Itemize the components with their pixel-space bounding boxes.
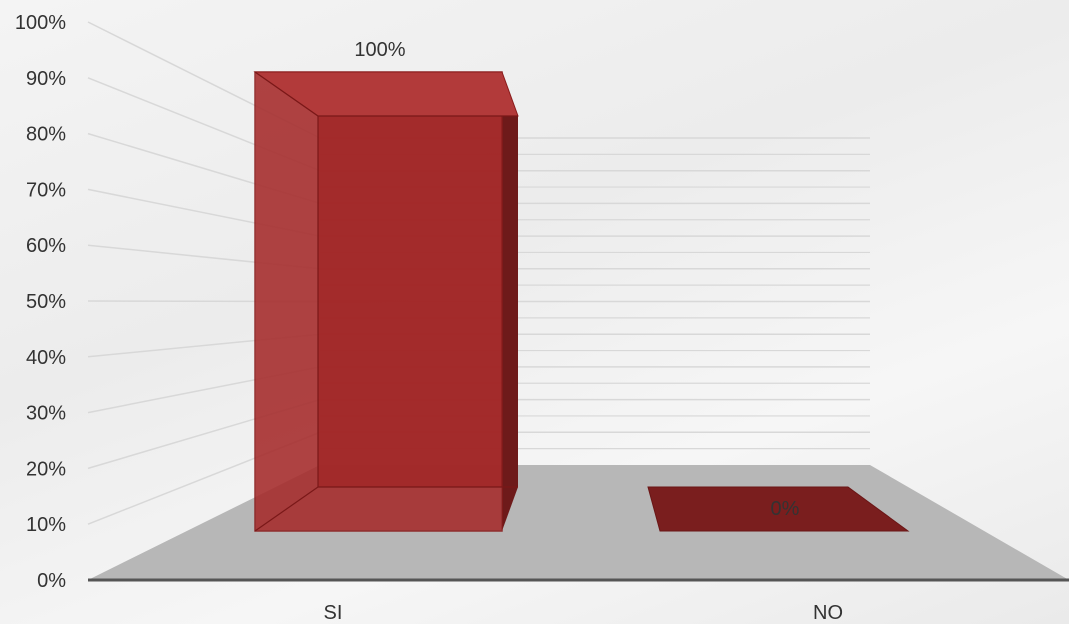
y-tick-label: 20% xyxy=(26,458,66,480)
x-category-label-si: SI xyxy=(324,602,343,624)
y-tick-label: 40% xyxy=(26,347,66,369)
y-tick-label: 50% xyxy=(26,291,66,313)
floor-plane xyxy=(88,465,1069,580)
chart-floor xyxy=(88,465,1069,580)
y-tick-label: 80% xyxy=(26,124,66,146)
bar-side-face xyxy=(502,72,518,531)
y-tick-label: 10% xyxy=(26,514,66,536)
bar-no xyxy=(647,486,910,532)
bars xyxy=(253,71,910,532)
bar-front-face xyxy=(254,71,503,532)
y-tick-label: 90% xyxy=(26,68,66,90)
y-tick-label: 100% xyxy=(15,12,66,34)
bar-base-slab xyxy=(647,486,910,532)
y-tick-label: 60% xyxy=(26,235,66,257)
data-label-si: 100% xyxy=(354,39,405,61)
bar-si xyxy=(253,71,519,532)
y-tick-label: 0% xyxy=(37,570,66,592)
axes: 0% 10% 20% 30% 40% 50% 60% 70% 80% 90% 100% xyxy=(15,12,1069,592)
x-category-label-no: NO xyxy=(813,602,843,624)
data-label-no: 0% xyxy=(771,498,800,520)
bar-edge xyxy=(254,486,319,532)
labels: 100% SI 0% NO xyxy=(324,39,843,624)
y-tick-label: 30% xyxy=(26,403,66,425)
y-tick-label: 70% xyxy=(26,179,66,201)
